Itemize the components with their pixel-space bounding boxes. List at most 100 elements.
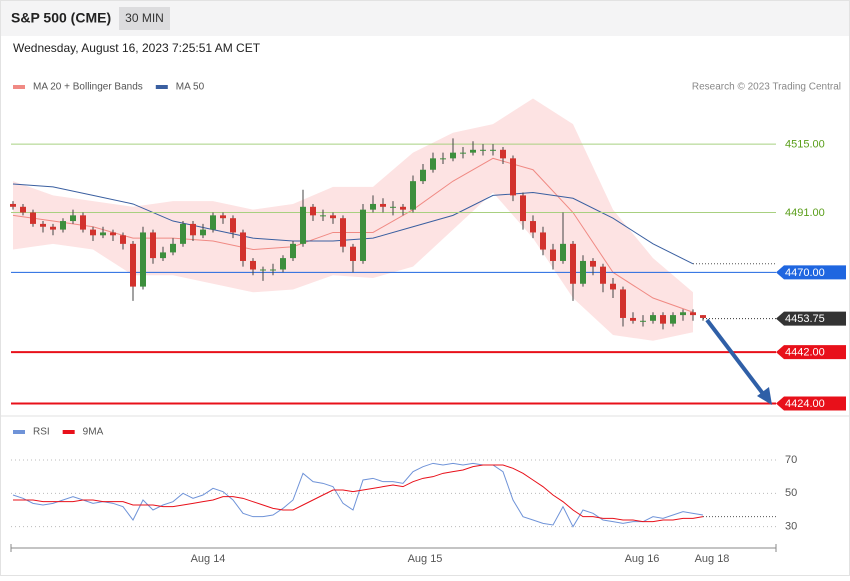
rsi-tick-label: 50 xyxy=(785,487,797,499)
legend-label: MA 50 xyxy=(176,82,205,93)
candle-body xyxy=(540,232,546,250)
candle-body xyxy=(560,243,566,261)
candle-body xyxy=(210,215,216,230)
bollinger-band xyxy=(13,98,693,341)
candle-body xyxy=(490,149,496,151)
legend-swatch xyxy=(13,430,25,434)
rsi-tick-label: 30 xyxy=(785,521,797,533)
candle-body xyxy=(140,232,146,287)
candle-body xyxy=(290,243,296,259)
candle-body xyxy=(240,232,246,261)
level-label-box xyxy=(776,311,846,326)
candle-body xyxy=(100,232,106,236)
interval: 30 MIN xyxy=(125,11,164,25)
level-label: 4491.00 xyxy=(785,207,825,219)
candle-body xyxy=(390,206,396,208)
candle-body xyxy=(360,209,366,261)
x-tick-label: Aug 15 xyxy=(408,553,443,565)
candle-body xyxy=(520,195,526,222)
legend-swatch xyxy=(62,430,75,434)
candle-body xyxy=(50,226,56,230)
candle-body xyxy=(20,206,26,213)
candle-body xyxy=(630,317,636,321)
candle-body xyxy=(310,206,316,216)
candle-body xyxy=(340,218,346,247)
candle-body xyxy=(700,315,706,318)
candle-body xyxy=(90,229,96,236)
candle-body xyxy=(500,149,506,159)
level-label: 4453.75 xyxy=(785,313,825,325)
x-tick-label: Aug 16 xyxy=(625,553,660,565)
rsi-line xyxy=(13,464,704,523)
candle-body xyxy=(640,320,646,322)
candle-body xyxy=(460,152,466,154)
candle-body xyxy=(270,269,276,271)
candle-body xyxy=(30,212,36,224)
ma50-line xyxy=(12,183,694,265)
candle-body xyxy=(170,243,176,253)
forecast-arrow xyxy=(705,318,772,405)
candle-body xyxy=(200,229,206,236)
ma20-line xyxy=(12,157,694,313)
legend-swatch xyxy=(155,85,168,89)
level-label-box xyxy=(776,265,846,280)
level-label-box xyxy=(776,396,846,411)
candle-body xyxy=(330,215,336,219)
candle-body xyxy=(620,289,626,318)
candle-body xyxy=(260,269,266,271)
x-tick-label: Aug 18 xyxy=(695,553,730,565)
candle-body xyxy=(510,158,516,196)
candle-body xyxy=(580,260,586,284)
candle-body xyxy=(370,203,376,210)
candle-body xyxy=(420,169,426,182)
candle-body xyxy=(410,181,416,210)
level-label: 4470.00 xyxy=(785,267,825,279)
level-label: 4515.00 xyxy=(785,139,825,151)
title: S&P 500 (CME) xyxy=(11,10,111,26)
candle-body xyxy=(590,260,596,267)
candle-body xyxy=(280,258,286,270)
candle-body xyxy=(110,232,116,236)
legend-swatch xyxy=(13,85,25,89)
candle-body xyxy=(320,215,326,217)
candle-body xyxy=(350,246,356,261)
legend-label: MA 20 + Bollinger Bands xyxy=(33,82,143,93)
candle-body xyxy=(220,215,226,219)
candle-body xyxy=(40,223,46,227)
candle-body xyxy=(440,158,446,160)
x-tick-label: Aug 14 xyxy=(191,553,226,565)
candle-body xyxy=(530,221,536,233)
legend-label: 9MA xyxy=(83,427,104,438)
candle-body xyxy=(450,152,456,159)
candle-body xyxy=(570,243,576,284)
candle-body xyxy=(180,223,186,244)
arrow-head xyxy=(757,387,772,405)
candle-body xyxy=(300,206,306,244)
candle-body xyxy=(610,283,616,290)
candle-body xyxy=(160,252,166,259)
candle-body xyxy=(120,235,126,244)
candle-body xyxy=(70,215,76,222)
rsi-tick-label: 70 xyxy=(785,454,797,466)
candle-body xyxy=(550,249,556,261)
source: Research © 2023 Trading Central xyxy=(692,82,841,93)
candle-body xyxy=(430,158,436,170)
candle-body xyxy=(380,203,386,207)
rsi-line xyxy=(12,462,704,528)
candle-body xyxy=(600,266,606,284)
candle-body xyxy=(150,232,156,259)
candle-body xyxy=(400,206,406,210)
candle-body xyxy=(690,312,696,316)
candle-body xyxy=(60,221,66,230)
date: Wednesday, August 16, 2023 7:25:51 AM CE… xyxy=(13,41,261,55)
candle-body xyxy=(250,260,256,270)
candle-body xyxy=(480,149,486,151)
level-label: 4442.00 xyxy=(785,347,825,359)
candle-body xyxy=(680,312,686,316)
level-label-box xyxy=(776,345,846,360)
candle-body xyxy=(670,315,676,324)
legend-label: RSI xyxy=(33,427,50,438)
candle-body xyxy=(190,223,196,236)
interval-box xyxy=(119,7,170,30)
